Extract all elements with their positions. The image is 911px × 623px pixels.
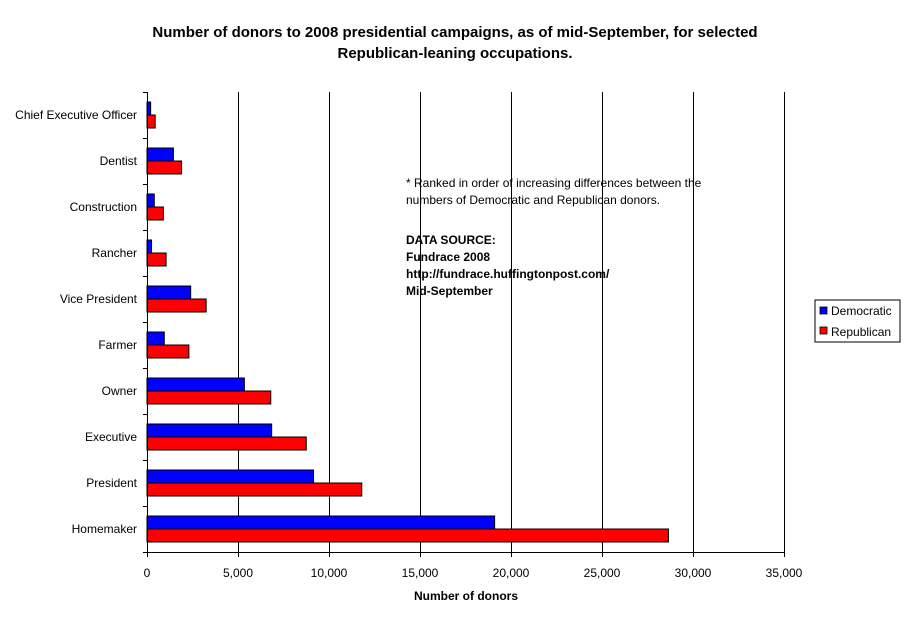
bar-democratic-construction [146, 193, 155, 208]
category-label: Rancher [92, 246, 137, 260]
category-labels: Chief Executive Officer Dentist Constructi… [15, 108, 137, 536]
gridlines [238, 92, 785, 552]
bar-democratic-owner [146, 377, 245, 392]
legend-label-democratic: Democratic [831, 304, 892, 318]
category-label: Owner [102, 384, 137, 398]
legend-swatch-republican [819, 326, 828, 335]
annotation: * Ranked in order of increasing differen… [406, 176, 702, 298]
x-tick-label: 30,000 [675, 566, 712, 580]
legend-swatch-democratic [819, 306, 828, 315]
bar-republican-executive [146, 436, 307, 451]
chart-title-line-2: Republican-leaning occupations. [337, 45, 572, 62]
category-label: President [86, 476, 137, 490]
bar-democratic-executive [146, 423, 273, 438]
bar-republican-owner [146, 390, 272, 405]
axes [143, 92, 785, 557]
bar-republican-vice-president [146, 298, 207, 313]
bar-democratic-president [146, 469, 315, 484]
annotation-note-line-1: * Ranked in order of increasing differen… [406, 176, 702, 190]
x-tick-label: 0 [144, 566, 151, 580]
x-tick-label: 35,000 [766, 566, 803, 580]
x-tick-labels: 0 5,000 10,000 15,000 20,000 25,000 30,000 35,0… [144, 566, 803, 580]
bar-republican-construction [146, 206, 164, 221]
bar-democratic-farmer [146, 331, 165, 346]
bar-republican-dentist [146, 160, 183, 175]
bar-republican-farmer [146, 344, 190, 359]
annotation-source-line-2: Fundrace 2008 [406, 250, 490, 264]
x-tick-label: 15,000 [402, 566, 439, 580]
annotation-source-line-1: DATA SOURCE: [406, 233, 496, 247]
legend-label-republican: Republican [831, 325, 891, 339]
bar-republican-president [146, 482, 363, 497]
category-label: Vice President [60, 292, 138, 306]
x-tick-label: 20,000 [493, 566, 530, 580]
annotation-source-line-4: Mid-September [406, 284, 493, 298]
chart-title-line-1: Number of donors to 2008 presidential ca… [152, 24, 757, 41]
category-label: Executive [85, 430, 137, 444]
legend-box [814, 299, 901, 343]
x-tick-label: 10,000 [311, 566, 348, 580]
bar-republican-chief-executive-officer [146, 114, 156, 129]
x-tick-label: 5,000 [223, 566, 253, 580]
bar-democratic-homemaker [146, 515, 496, 530]
category-label: Construction [70, 200, 137, 214]
legend: Democratic Republican [814, 299, 901, 343]
annotation-note-line-2: numbers of Democratic and Republican don… [406, 193, 660, 207]
bar-republican-rancher [146, 252, 167, 267]
category-label: Farmer [98, 338, 137, 352]
bar-democratic-vice-president [146, 285, 192, 300]
bar-republican-homemaker [146, 528, 669, 543]
category-label: Homemaker [72, 522, 137, 536]
x-axis-label: Number of donors [414, 589, 518, 603]
category-label: Chief Executive Officer [15, 108, 137, 122]
chart-title: Number of donors to 2008 presidential ca… [152, 24, 757, 62]
annotation-source-line-3: http://fundrace.huffingtonpost.com/ [406, 267, 610, 281]
bars [146, 101, 669, 543]
category-label: Dentist [100, 154, 138, 168]
bar-democratic-dentist [146, 147, 174, 162]
x-tick-label: 25,000 [584, 566, 621, 580]
